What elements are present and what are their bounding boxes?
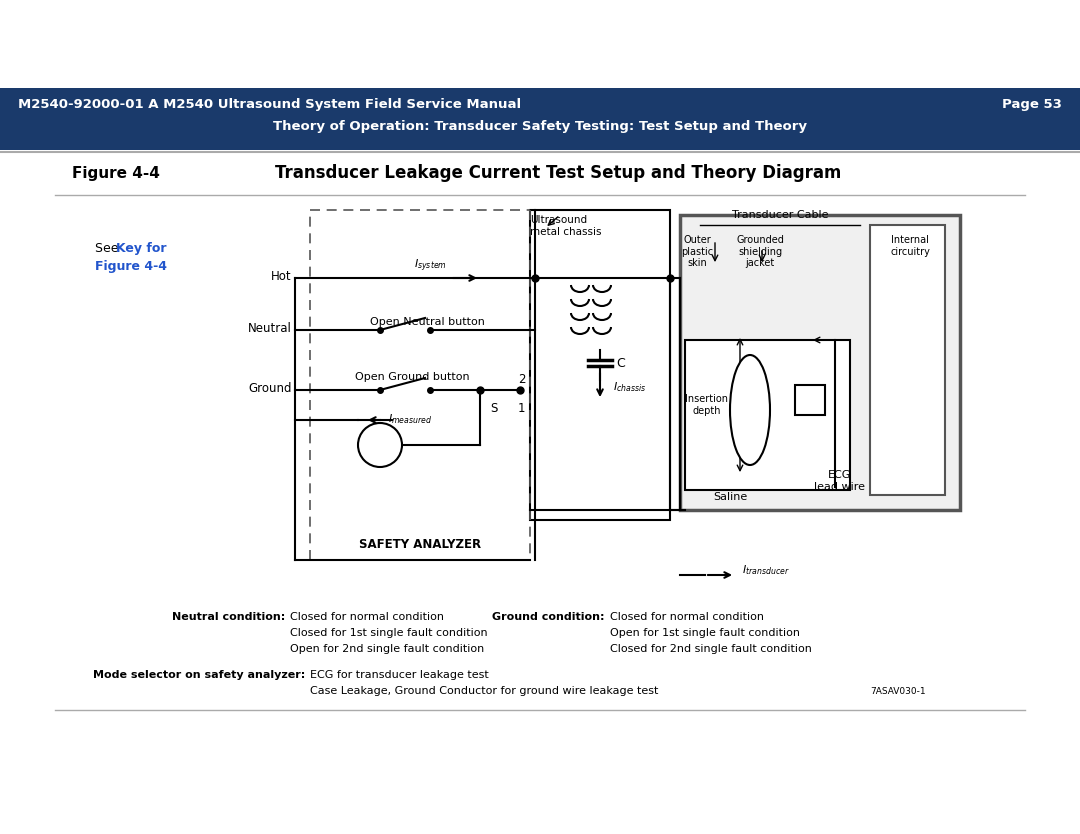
Text: Case Leakage, Ground Conductor for ground wire leakage test: Case Leakage, Ground Conductor for groun… (310, 686, 659, 696)
Text: Figure 4-4: Figure 4-4 (95, 260, 167, 273)
Text: $I_{chassis}$: $I_{chassis}$ (613, 380, 647, 394)
Text: Open Neutral button: Open Neutral button (370, 317, 485, 327)
FancyBboxPatch shape (795, 385, 825, 415)
Text: Outer
plastic
skin: Outer plastic skin (680, 235, 713, 269)
FancyBboxPatch shape (685, 340, 850, 490)
Text: Z: Z (806, 394, 814, 406)
FancyBboxPatch shape (0, 88, 1080, 150)
Text: Closed for normal condition: Closed for normal condition (610, 612, 764, 622)
Text: Figure 4-4: Figure 4-4 (72, 166, 160, 181)
Text: M2540-92000-01 A M2540 Ultrasound System Field Service Manual: M2540-92000-01 A M2540 Ultrasound System… (18, 98, 522, 111)
Text: 1: 1 (518, 402, 526, 415)
Text: Mode selector on safety analyzer:: Mode selector on safety analyzer: (93, 670, 305, 680)
Bar (530, 210, 670, 520)
Ellipse shape (730, 355, 770, 465)
Text: Transducer Leakage Current Test Setup and Theory Diagram: Transducer Leakage Current Test Setup an… (275, 164, 841, 182)
Text: Neutral: Neutral (248, 322, 292, 335)
Text: Internal
circuitry: Internal circuitry (890, 235, 930, 257)
Text: Ground condition:: Ground condition: (492, 612, 605, 622)
Circle shape (357, 423, 402, 467)
Text: Grounded
shielding
jacket: Grounded shielding jacket (737, 235, 784, 269)
Text: Open for 2nd single fault condition: Open for 2nd single fault condition (291, 644, 484, 654)
Text: Closed for 2nd single fault condition: Closed for 2nd single fault condition (610, 644, 812, 654)
FancyBboxPatch shape (680, 215, 960, 510)
Text: 7ASAV030-1: 7ASAV030-1 (870, 687, 926, 696)
Text: $I_{system}$: $I_{system}$ (414, 258, 446, 274)
Text: Closed for normal condition: Closed for normal condition (291, 612, 444, 622)
Text: ECG
lead wire: ECG lead wire (814, 470, 865, 492)
Text: Open Ground button: Open Ground button (355, 372, 470, 382)
Text: Neutral condition:: Neutral condition: (172, 612, 285, 622)
Text: Open for 1st single fault condition: Open for 1st single fault condition (610, 628, 800, 638)
Text: Ground: Ground (248, 382, 292, 395)
Text: Closed for 1st single fault condition: Closed for 1st single fault condition (291, 628, 488, 638)
Text: A: A (375, 438, 386, 452)
Text: Saline: Saline (713, 492, 747, 502)
Text: Page 53: Page 53 (1002, 98, 1062, 111)
Text: Theory of Operation: Transducer Safety Testing: Test Setup and Theory: Theory of Operation: Transducer Safety T… (273, 120, 807, 133)
FancyBboxPatch shape (870, 225, 945, 495)
Text: Key for: Key for (116, 242, 166, 255)
Text: See: See (95, 242, 122, 255)
Text: SAFETY ANALYZER: SAFETY ANALYZER (359, 538, 481, 551)
Text: Insertion
depth: Insertion depth (686, 394, 729, 416)
Text: Ultrasound
metal chassis: Ultrasound metal chassis (530, 215, 602, 237)
Text: C: C (616, 356, 624, 369)
Text: $I_{measured}$: $I_{measured}$ (388, 412, 432, 426)
Text: S: S (490, 402, 498, 415)
Text: $I_{transducer}$: $I_{transducer}$ (742, 563, 789, 577)
Text: Hot: Hot (271, 270, 292, 283)
Text: 2: 2 (518, 373, 526, 386)
Text: ECG for transducer leakage test: ECG for transducer leakage test (310, 670, 489, 680)
Text: Transducer Cable: Transducer Cable (732, 210, 828, 220)
